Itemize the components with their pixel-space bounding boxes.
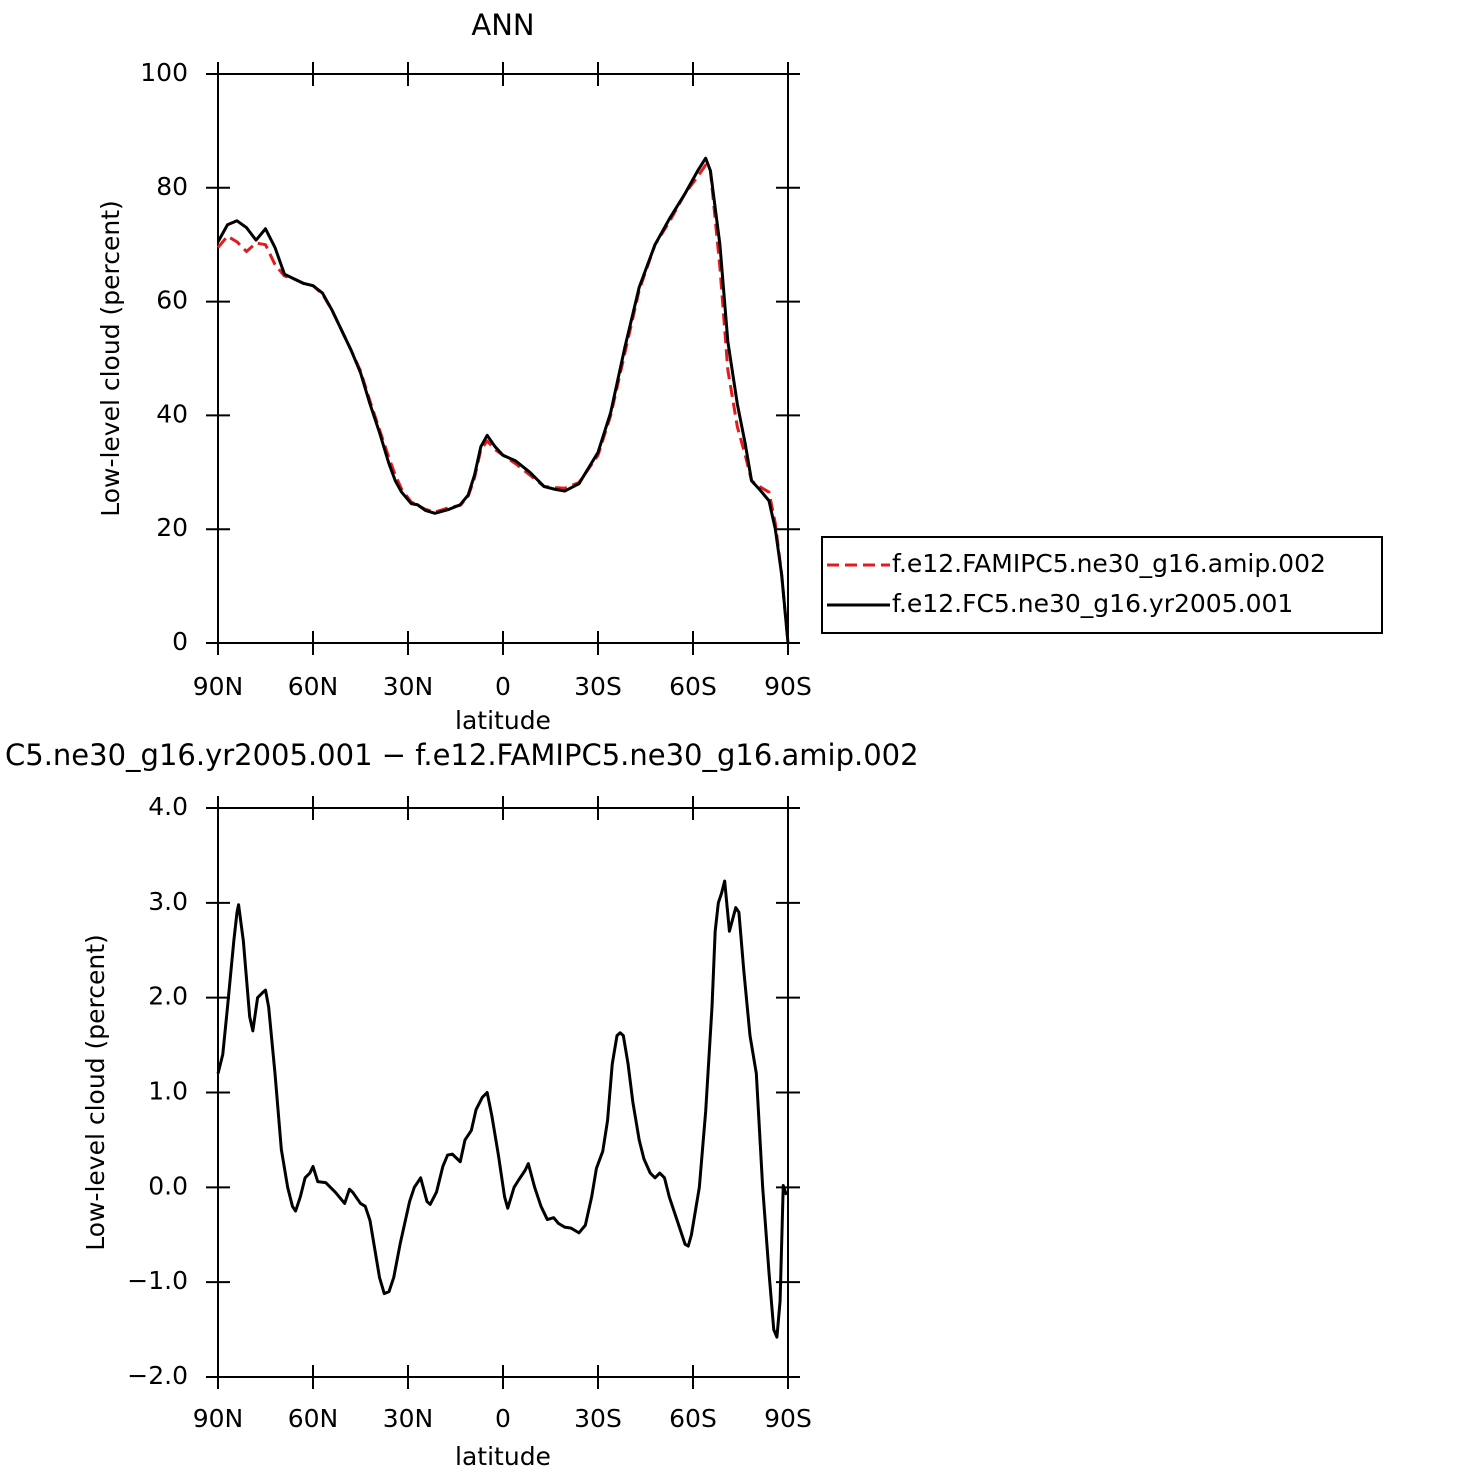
- x-tick-label: 90S: [764, 672, 812, 701]
- x-tick-label: 30N: [383, 672, 434, 701]
- x-tick-label: 60N: [288, 1404, 339, 1433]
- y-tick-label: 60: [156, 286, 188, 315]
- x-tick-label: 0: [495, 1404, 511, 1433]
- y-tick-label: 100: [140, 58, 188, 87]
- x-tick-label: 30S: [574, 1404, 622, 1433]
- data-line: [216, 163, 790, 644]
- y-tick-label: 0.0: [148, 1171, 188, 1200]
- x-tick-label: 90N: [193, 672, 244, 701]
- x-tick-label: 90N: [193, 1404, 244, 1433]
- plot-frame: [217, 73, 789, 644]
- data-line: [216, 156, 790, 644]
- x-tick-label: 60N: [288, 672, 339, 701]
- x-tick-label: 0: [495, 672, 511, 701]
- legend-box: [821, 536, 1383, 634]
- x-tick-label: 90S: [764, 1404, 812, 1433]
- y-tick-label: 3.0: [148, 887, 188, 916]
- x-tick-label: 60S: [669, 1404, 717, 1433]
- plot-frame: [217, 807, 789, 1378]
- y-tick-label: 1.0: [148, 1077, 188, 1106]
- x-tick-label: 30S: [574, 672, 622, 701]
- data-line: [216, 879, 788, 1339]
- x-tick-label: 30N: [383, 1404, 434, 1433]
- legend-label: f.e12.FAMIPC5.ne30_g16.amip.002: [892, 549, 1326, 578]
- y-tick-label: 40: [156, 399, 188, 428]
- chart-title: ANN: [471, 8, 534, 42]
- chart-title: C5.ne30_g16.yr2005.001 − f.e12.FAMIPC5.n…: [5, 738, 919, 772]
- y-tick-label: 20: [156, 513, 188, 542]
- x-axis-label: latitude: [455, 1442, 551, 1471]
- y-axis-label: Low-level cloud (percent): [96, 200, 125, 517]
- y-tick-label: 4.0: [148, 792, 188, 821]
- x-axis-label: latitude: [455, 706, 551, 735]
- y-tick-label: −1.0: [127, 1266, 188, 1295]
- y-axis-label: Low-level cloud (percent): [81, 934, 110, 1251]
- y-tick-label: −2.0: [127, 1361, 188, 1390]
- y-tick-label: 2.0: [148, 982, 188, 1011]
- y-tick-label: 0: [172, 627, 188, 656]
- legend-label: f.e12.FC5.ne30_g16.yr2005.001: [892, 589, 1293, 618]
- x-tick-label: 60S: [669, 672, 717, 701]
- y-tick-label: 80: [156, 172, 188, 201]
